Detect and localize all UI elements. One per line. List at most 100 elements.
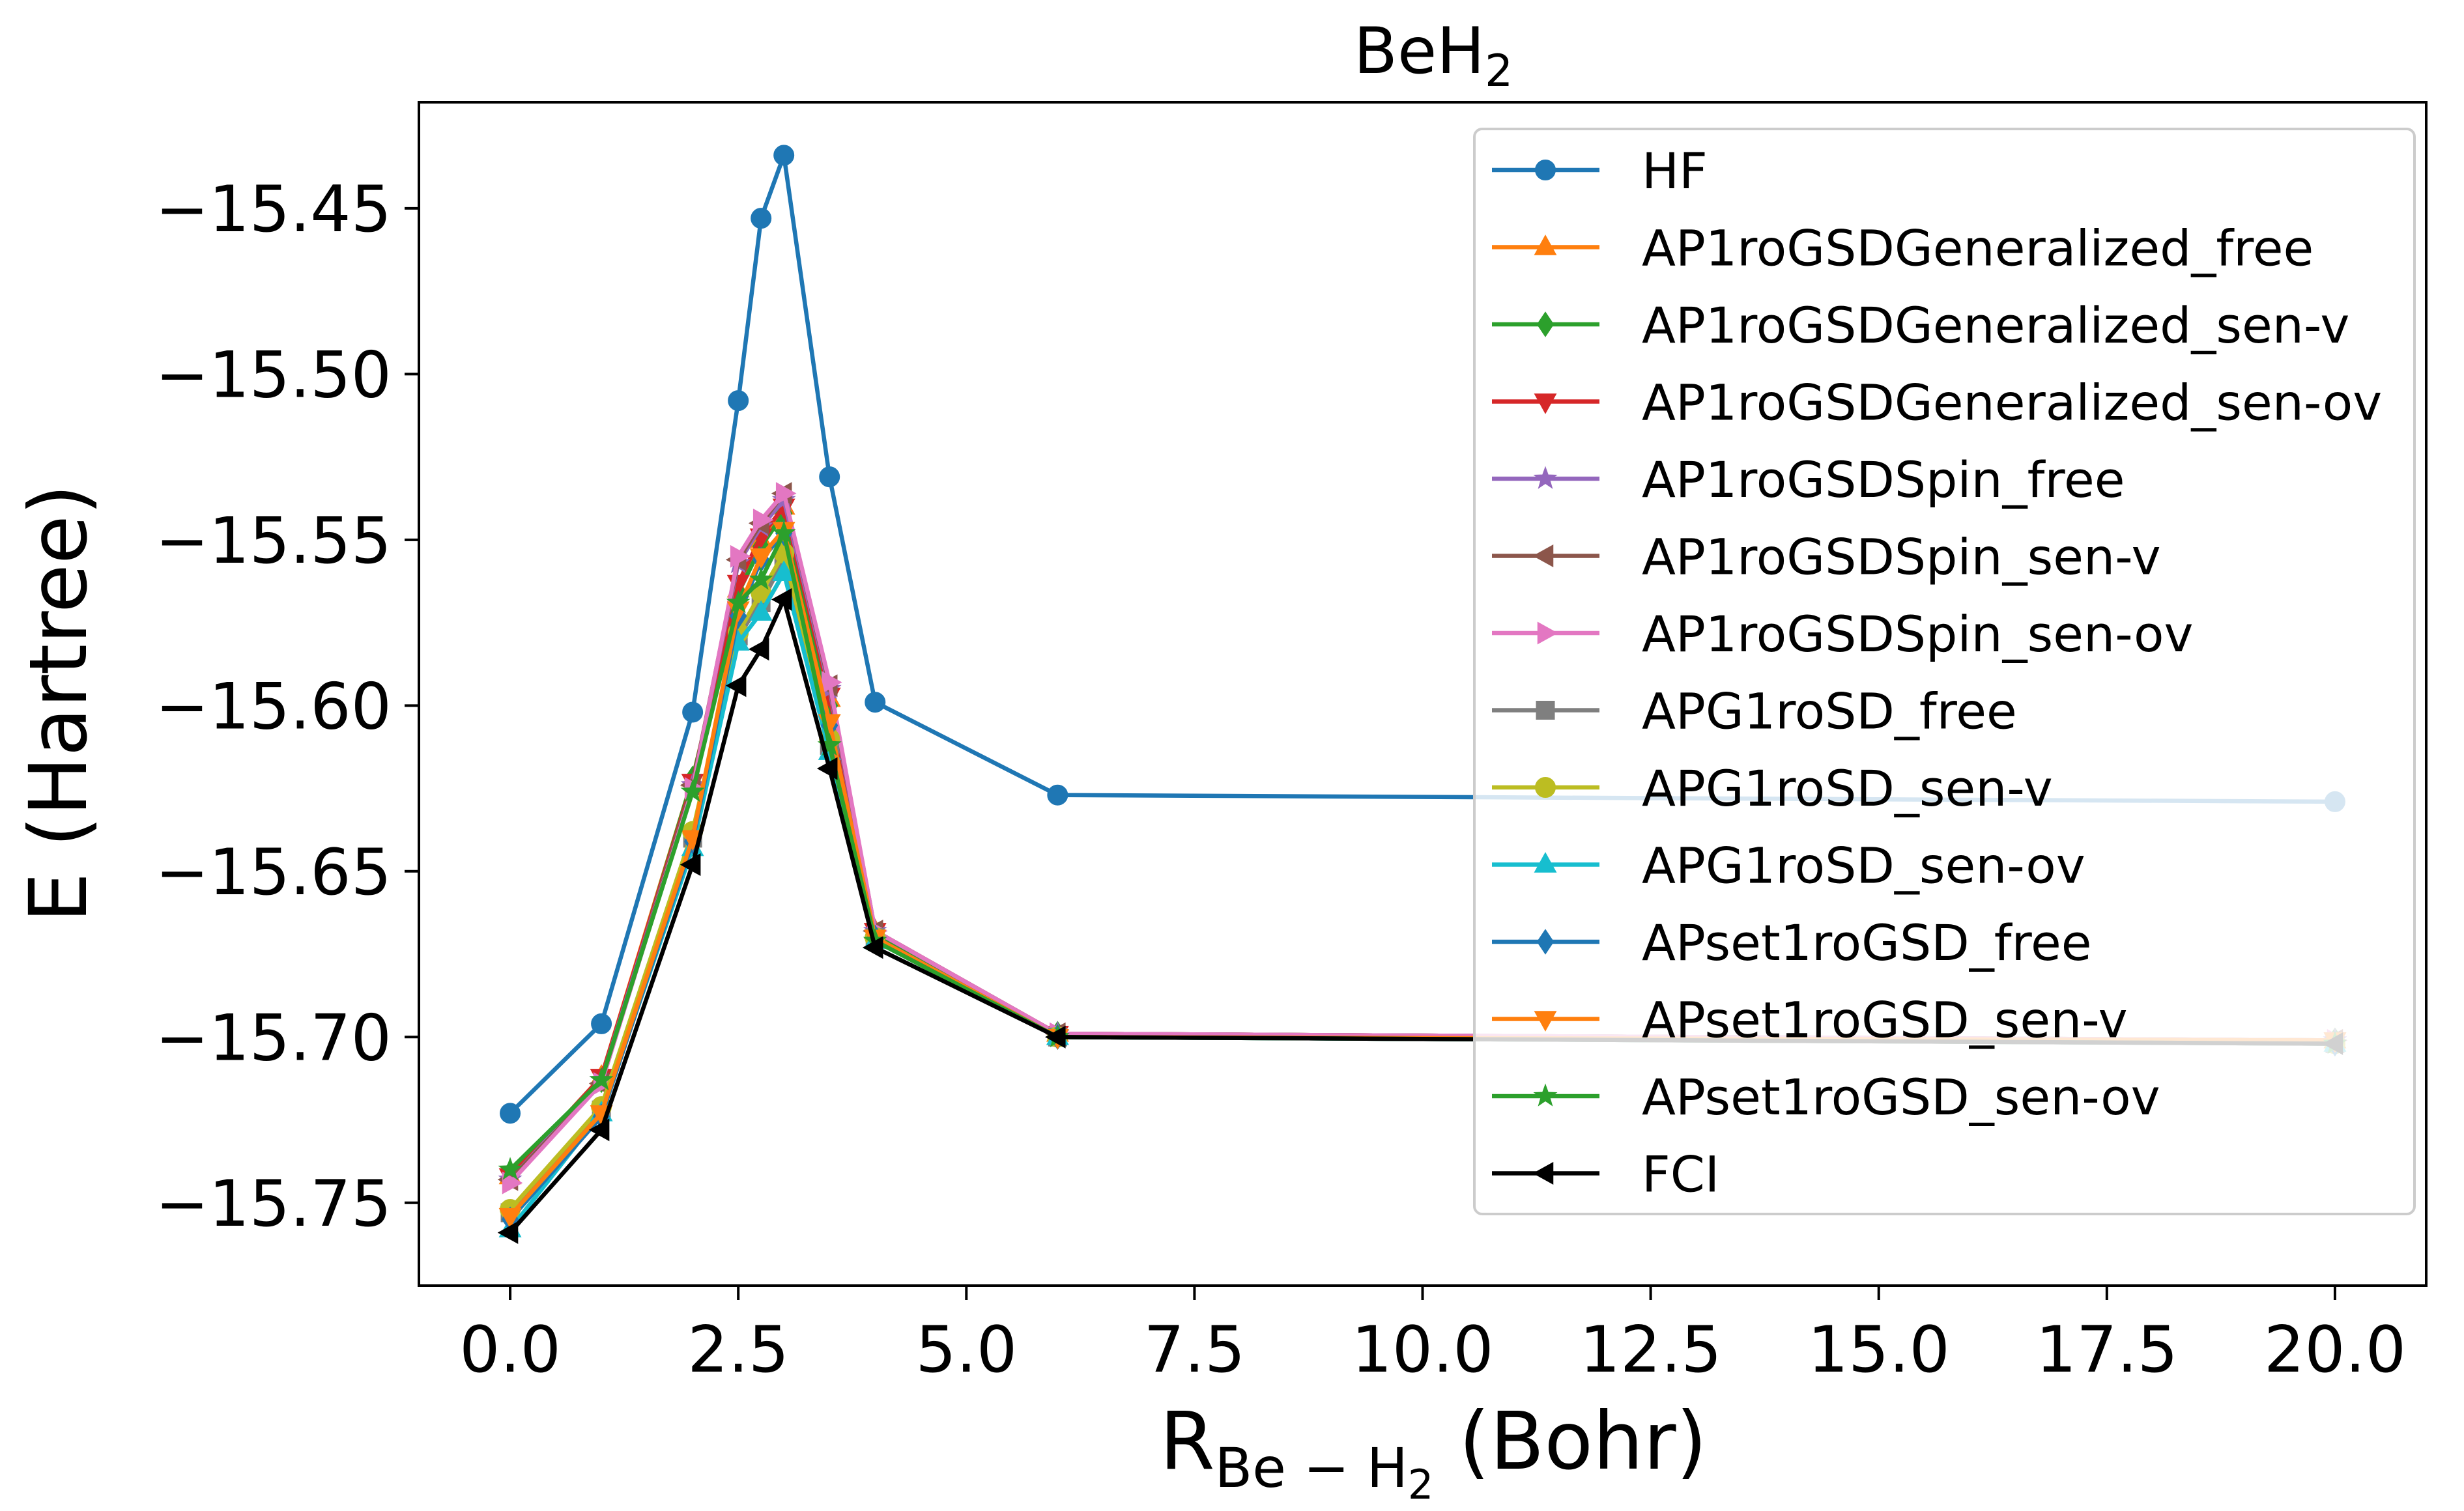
legend-marker xyxy=(1534,1011,1557,1032)
legend-entry-apg1rosd-free: APG1roSD_free xyxy=(1492,683,2017,741)
legend-label: APset1roGSD_sen-v xyxy=(1642,991,2128,1049)
y-axis-label: E (Hartree) xyxy=(12,484,105,922)
y-tick-label: −15.65 xyxy=(155,836,392,910)
y-tick-label: −15.50 xyxy=(155,338,392,412)
legend-marker xyxy=(1537,621,1558,645)
legend-label: AP1roGSDGeneralized_free xyxy=(1642,219,2314,277)
legend: HF AP1roGSDGeneralized_free AP1roGSDGenera… xyxy=(1473,128,2416,1215)
legend-entry-hf: HF xyxy=(1492,142,1708,200)
legend-label: AP1roGSDGeneralized_sen-ov xyxy=(1642,374,2382,432)
legend-entry-ap1rogsdspin-sen-ov: AP1roGSDSpin_sen-ov xyxy=(1492,605,2194,663)
legend-entry-apset1rogsd-sen-ov: APset1roGSD_sen-ov xyxy=(1492,1068,2160,1126)
legend-marker xyxy=(1533,466,1558,489)
data-point-fci xyxy=(680,853,701,877)
y-tick-label: −15.75 xyxy=(155,1167,392,1241)
legend-label: APG1roSD_sen-ov xyxy=(1642,837,2085,895)
data-point-apset1rogsd-sen-ov xyxy=(771,520,796,544)
legend-entry-ap1rogsdgeneralized-sen-ov: AP1roGSDGeneralized_sen-ov xyxy=(1492,374,2382,432)
legend-marker xyxy=(1532,544,1554,567)
legend-label: AP1roGSDSpin_sen-v xyxy=(1642,528,2161,586)
legend-entry-apset1rogsd-sen-v: APset1roGSD_sen-v xyxy=(1492,991,2128,1049)
data-point-apset1rogsd-sen-v xyxy=(498,1207,522,1229)
data-point-apset1rogsd-sen-ov xyxy=(749,567,773,590)
legend-entry-ap1rogsdgeneralized-free: AP1roGSDGeneralized_free xyxy=(1492,219,2314,277)
data-point-apset1rogsd-sen-ov xyxy=(498,1157,523,1180)
data-point-apset1rogsd-sen-v xyxy=(749,548,773,569)
legend-marker xyxy=(1535,777,1556,798)
data-point-fci xyxy=(771,588,792,611)
data-point-ap1rogsdspin-sen-ov xyxy=(775,482,797,505)
legend-marker xyxy=(1532,1162,1554,1185)
data-point-ap1rogsdspin-sen-ov xyxy=(502,1171,523,1194)
y-tick-label: −15.45 xyxy=(155,173,392,247)
data-point-apset1rogsd-sen-ov xyxy=(589,1067,614,1091)
series-line-fci xyxy=(508,597,2336,1234)
data-point-apg1rosd-sen-ov xyxy=(749,600,773,621)
x-tick-label: 7.5 xyxy=(1143,1313,1245,1387)
legend-marker xyxy=(1534,852,1557,873)
data-point-fci xyxy=(862,936,883,959)
legend-label: AP1roGSDSpin_free xyxy=(1642,451,2125,509)
data-point-apset1rogsd-sen-ov xyxy=(726,590,751,614)
legend-marker xyxy=(1533,1083,1558,1107)
x-tick-label: 5.0 xyxy=(915,1313,1017,1387)
y-tick-label: −15.55 xyxy=(155,504,392,578)
legend-entry-ap1rogsdspin-free: AP1roGSDSpin_free xyxy=(1492,451,2125,509)
data-point-fci xyxy=(725,674,747,698)
legend-box xyxy=(1473,128,2416,1215)
chart-title: BeH2 xyxy=(1354,14,1513,97)
data-point-fci xyxy=(816,757,838,780)
data-point-hf xyxy=(819,466,840,488)
data-point-hf xyxy=(728,390,749,412)
legend-marker xyxy=(1534,393,1557,414)
x-axis-label: RBe − H2 (Bohr) xyxy=(1160,1395,1707,1508)
data-point-hf xyxy=(682,701,704,723)
data-point-ap1rogsdspin-sen-ov xyxy=(752,508,774,531)
x-tick-label: 20.0 xyxy=(2264,1313,2406,1387)
legend-marker xyxy=(1535,160,1556,180)
data-point-hf xyxy=(751,208,772,229)
x-tick-label: 12.5 xyxy=(1580,1313,1722,1387)
legend-entry-ap1rogsdgeneralized-sen-v: AP1roGSDGeneralized_sen-v xyxy=(1492,296,2349,354)
data-point-hf xyxy=(591,1013,612,1034)
y-tick-label: −15.60 xyxy=(155,670,392,744)
axes: 0.0 2.5 5.0 7.5 10.0 12.5 15.0 17.5 20.0 −15.75 −1… xyxy=(155,101,2428,1387)
legend-entry-apg1rosd-sen-ov: APG1roSD_sen-ov xyxy=(1492,837,2085,895)
data-point-ap1rogsdspin-sen-ov xyxy=(730,544,751,568)
data-point-apset1rogsd-sen-ov xyxy=(680,779,705,802)
x-tick-label: 0.0 xyxy=(459,1313,561,1387)
legend-entry-apg1rosd-sen-v: APG1roSD_sen-v xyxy=(1492,759,2053,817)
data-point-fci xyxy=(497,1221,519,1245)
x-tick-label: 15.0 xyxy=(1808,1313,1950,1387)
legend-label: HF xyxy=(1642,142,1708,200)
data-point-fci xyxy=(588,1118,610,1142)
series-hf xyxy=(500,145,2345,1124)
legend-label: AP1roGSDSpin_sen-ov xyxy=(1642,605,2194,663)
legend-label: FCI xyxy=(1642,1146,1719,1204)
legend-marker xyxy=(1536,929,1554,955)
data-point-hf xyxy=(865,692,886,713)
legend-marker xyxy=(1536,311,1554,337)
series-line-hf xyxy=(508,153,2336,1115)
data-point-hf xyxy=(1047,784,1068,806)
legend-label: APG1roSD_sen-v xyxy=(1642,759,2053,817)
data-point-hf xyxy=(500,1103,521,1124)
series-line-apset1rogsd-sen-ov xyxy=(508,531,2336,1172)
legend-entry-fci: FCI xyxy=(1492,1146,1719,1204)
legend-entry-apset1rogsd-free: APset1roGSD_free xyxy=(1492,914,2092,972)
y-tick-label: −15.70 xyxy=(155,1001,392,1075)
legend-label: APG1roSD_free xyxy=(1642,683,2017,741)
legend-label: APset1roGSD_free xyxy=(1642,914,2092,972)
legend-label: APset1roGSD_sen-ov xyxy=(1642,1068,2160,1126)
data-point-fci xyxy=(748,638,769,661)
data-point-fci xyxy=(1045,1025,1066,1049)
legend-entry-ap1rogsdspin-sen-v: AP1roGSDSpin_sen-v xyxy=(1492,528,2161,586)
data-point-apg1rosd-sen-ov xyxy=(772,560,795,581)
data-point-hf xyxy=(773,145,795,166)
x-tick-label: 2.5 xyxy=(687,1313,789,1387)
x-tick-label: 17.5 xyxy=(2036,1313,2178,1387)
legend-marker xyxy=(1534,234,1557,255)
legend-label: AP1roGSDGeneralized_sen-v xyxy=(1642,296,2349,354)
legend-marker xyxy=(1536,701,1555,720)
